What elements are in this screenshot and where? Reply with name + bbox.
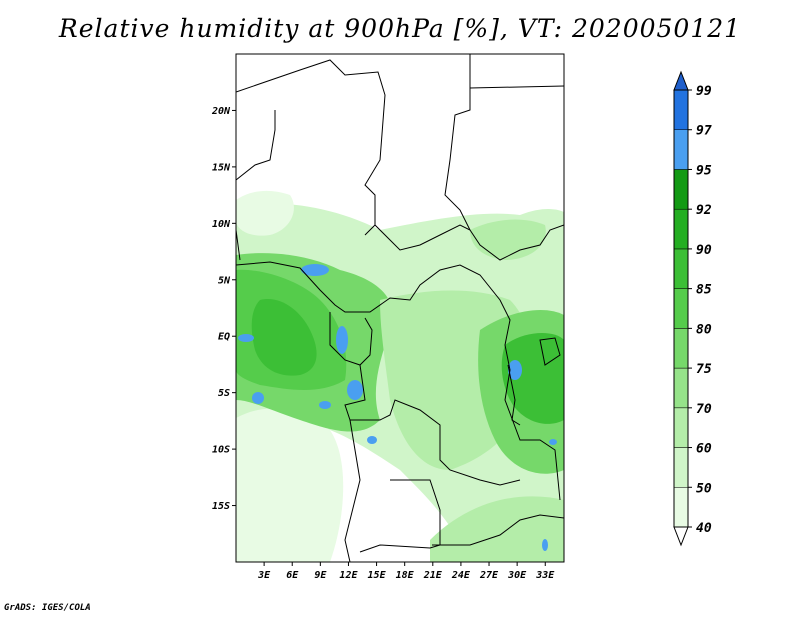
colorbar-upper-triangle (673, 70, 689, 91)
colorbar-label: 92 (696, 203, 712, 218)
colorbar-box (673, 129, 689, 170)
plot-frame (235, 53, 565, 563)
rh-97-spot (508, 360, 522, 380)
border-line (374, 224, 564, 261)
coastline (236, 229, 241, 261)
colorbar-box (673, 328, 689, 369)
lat-tick-label: 15S (212, 501, 230, 512)
rh-97-spot (542, 539, 548, 551)
colorbar-box (673, 367, 689, 409)
colorbar-box (673, 89, 689, 130)
colorbar-label: 85 (696, 283, 712, 298)
lat-tick-label: 10S (212, 445, 230, 456)
lon-tick-label: 15E (368, 570, 387, 581)
map-title: Relative humidity at 900hPa [%], VT: 202… (58, 14, 742, 43)
colorbar-label: 75 (696, 362, 712, 377)
colorbar-label: 97 (696, 124, 712, 139)
longitude-axis: 3E 6E 9E 12E 15E 18E 21E 24E 27E 30E 33E (257, 562, 555, 581)
colorbar-lower-triangle (673, 526, 689, 547)
border-line (236, 59, 386, 236)
colorbar: 40 50 60 70 75 80 85 90 92 95 97 99 (673, 70, 712, 547)
colorbar-frame (673, 89, 689, 528)
rh-50-north (236, 190, 294, 236)
border-line (469, 85, 564, 89)
lon-tick-label: 9E (314, 570, 327, 581)
colorbar-box (673, 487, 689, 528)
rh-90-core (251, 299, 317, 376)
border-line (344, 364, 521, 486)
colorbar-label: 99 (696, 84, 712, 99)
rh-97-spot (336, 326, 348, 354)
lat-tick-label: 20N (211, 106, 231, 117)
colorbar-label: 80 (696, 322, 712, 337)
colorbar-label: 90 (696, 243, 712, 258)
lat-tick-label: 10N (212, 219, 231, 230)
colorbar-box (673, 407, 689, 448)
lake-outline (507, 364, 521, 426)
colorbar-label: 95 (696, 163, 712, 178)
rh-97-spot (301, 264, 329, 276)
rh-70-southeast (430, 496, 564, 562)
border-line (432, 514, 564, 546)
colorbar-label: 70 (696, 402, 712, 417)
colorbar-box (673, 208, 689, 250)
rh-97-spot (238, 334, 254, 342)
lon-tick-label: 33E (535, 570, 555, 581)
rh-97-spot (367, 436, 377, 444)
lat-tick-label: 15N (212, 162, 231, 173)
lon-tick-label: 18E (396, 570, 415, 581)
colorbar-box (673, 169, 689, 210)
rh-97-spot (319, 401, 331, 409)
colorbar-box (673, 447, 689, 488)
rh-50-band-south (236, 408, 344, 562)
lake-outline (539, 337, 561, 366)
colorbar-label: 60 (696, 442, 712, 457)
latitude-axis: 20N 15N 10N 5N EQ 5S 10S 15S (211, 106, 236, 512)
colorbar-box (673, 288, 689, 329)
lon-tick-label: 6E (286, 570, 299, 581)
border-line (236, 110, 276, 181)
lon-tick-label: 24E (451, 570, 471, 581)
lon-tick-label: 3E (257, 570, 271, 581)
lon-tick-label: 27E (479, 570, 499, 581)
lon-tick-label: 30E (507, 570, 527, 581)
lon-tick-label: 21E (423, 570, 443, 581)
credit-label: GrADS: IGES/COLA (4, 603, 91, 613)
rh-90-east (501, 333, 564, 424)
humidity-field (236, 190, 564, 562)
colorbar-label: 50 (696, 481, 712, 496)
rh-97-spot (347, 380, 363, 400)
rh-70-north-east (470, 219, 546, 260)
lat-tick-label: EQ (218, 332, 230, 343)
colorbar-box (673, 248, 689, 289)
rh-97-spot (549, 439, 557, 445)
lon-tick-label: 12E (339, 570, 358, 581)
political-boundaries (236, 54, 564, 562)
border-line (344, 419, 361, 562)
border-line (444, 54, 471, 231)
lat-tick-label: 5S (218, 388, 230, 399)
colorbar-label: 40 (696, 521, 712, 536)
rh-97-spot (252, 392, 264, 404)
lat-tick-label: 5N (218, 275, 231, 286)
